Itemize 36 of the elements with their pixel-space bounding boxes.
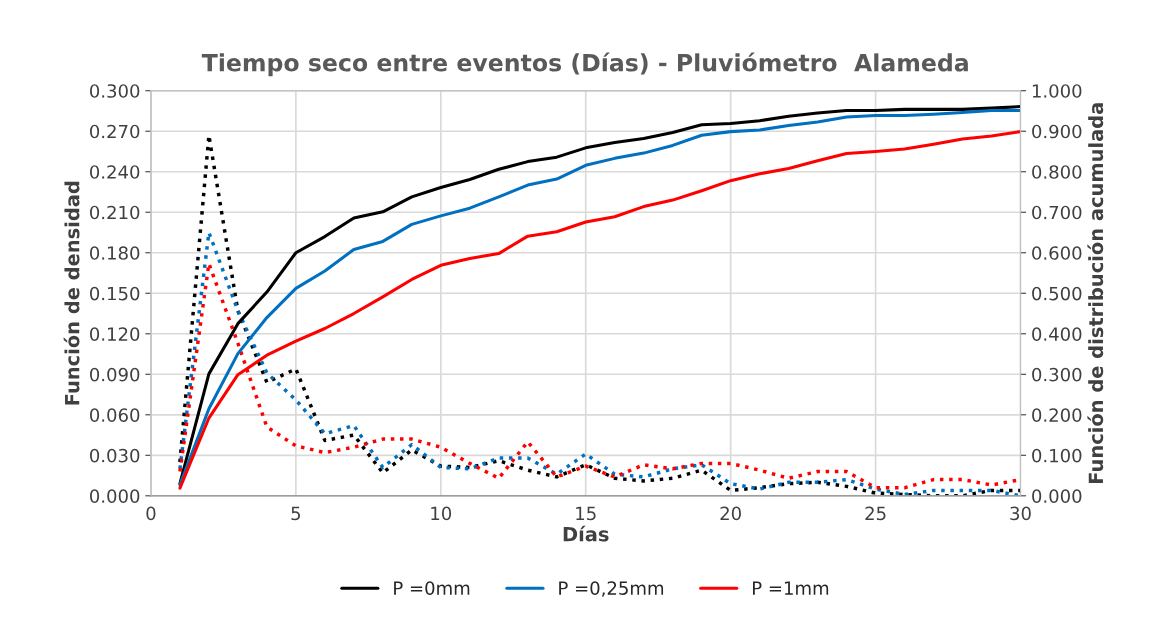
x-tick-label: 25 [865, 506, 886, 521]
x-tick-label: 15 [576, 506, 596, 521]
x-tick-label: 20 [720, 506, 741, 521]
x-tick-label: 10 [431, 506, 452, 521]
y2-tick-label: 0.100 [1032, 448, 1082, 463]
y2-tick-label: 0.800 [1032, 165, 1082, 179]
legend-label: P =1mm [753, 581, 829, 595]
y2-tick-label: 0.900 [1032, 124, 1082, 139]
chart-title: Tiempo seco entre eventos (Días) - Pluviómetro Alameda [201, 52, 968, 77]
y-tick-label: 0.180 [90, 246, 140, 260]
y2-tick-label: 0.300 [1032, 367, 1082, 382]
x-tick-label: 30 [1010, 506, 1031, 521]
y2-tick-label: 0.600 [1032, 246, 1082, 260]
legend-label: P =0mm [394, 581, 470, 595]
y-tick-label: 0.090 [90, 367, 140, 382]
x-tick-label: 5 [291, 506, 301, 521]
y-tick-label: 0.060 [90, 408, 140, 422]
x-tick-label: 0 [146, 506, 156, 521]
y-axis-title: Función de densidad [63, 181, 80, 405]
y-tick-label: 0.000 [90, 489, 140, 503]
y-tick-label: 0.270 [90, 124, 140, 139]
y2-axis-title: Función de distribución acumulada [1087, 103, 1104, 484]
y-tick-label: 0.030 [90, 448, 140, 463]
y-tick-label: 0.210 [90, 205, 140, 220]
y2-tick-label: 1.000 [1032, 84, 1082, 98]
y2-tick-label: 0.400 [1032, 327, 1082, 341]
y-tick-label: 0.150 [90, 286, 140, 301]
y2-tick-label: 0.500 [1032, 286, 1082, 301]
y-tick-label: 0.240 [90, 165, 140, 179]
y-tick-label: 0.300 [90, 84, 140, 98]
y2-tick-label: 0.200 [1032, 408, 1082, 422]
y-tick-label: 0.120 [90, 327, 140, 341]
x-axis-title: Días [563, 525, 609, 542]
legend-label: P =0,25mm [559, 581, 664, 597]
y2-tick-label: 0.700 [1032, 205, 1082, 220]
y2-tick-label: 0.000 [1032, 489, 1082, 503]
